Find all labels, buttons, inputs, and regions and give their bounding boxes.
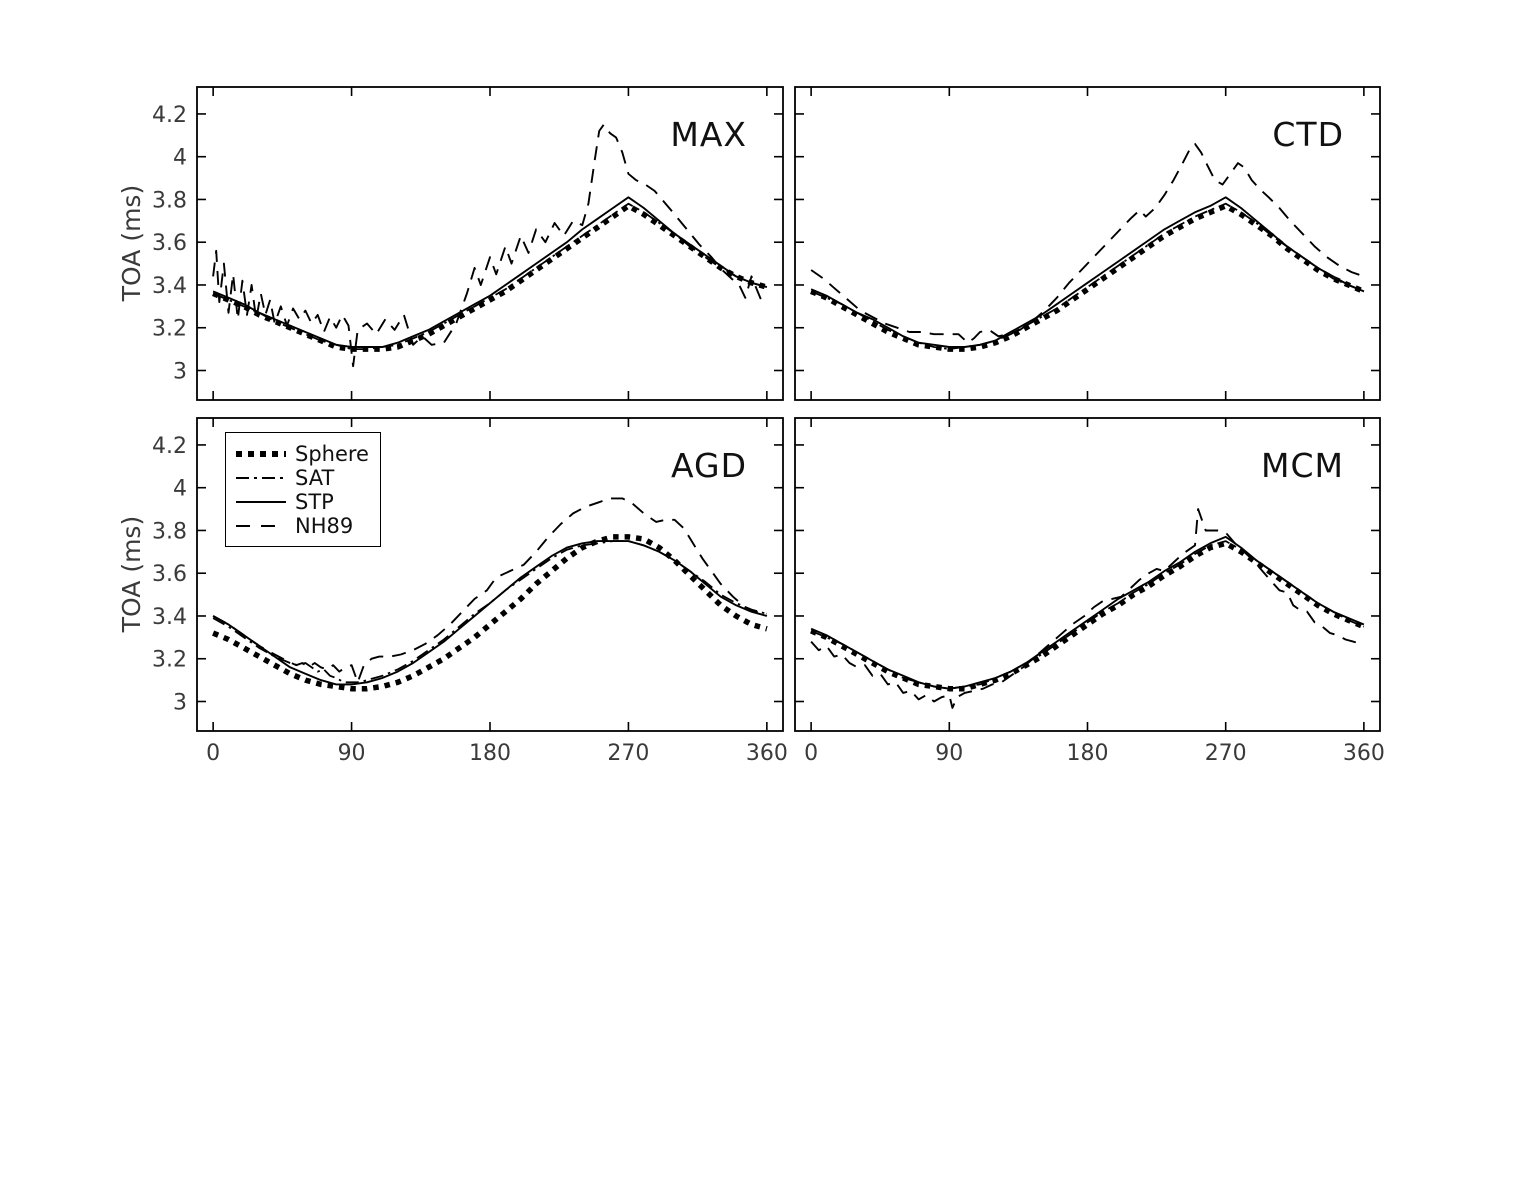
x-tick-label: 90 bbox=[935, 741, 963, 766]
series-stp-line-ctd bbox=[810, 196, 1365, 348]
x-tick-label: 360 bbox=[746, 741, 788, 766]
stp-line-sample-icon bbox=[236, 499, 286, 506]
y-tick-label: 3.6 bbox=[152, 562, 187, 587]
x-tick-label: 180 bbox=[469, 741, 511, 766]
x-tick-label: 0 bbox=[206, 741, 220, 766]
y-tick-label: 3.6 bbox=[152, 231, 187, 256]
y-tick-label: 3 bbox=[173, 690, 187, 715]
series-nh89-line-agd bbox=[212, 497, 768, 684]
panel-max: 3 3.2 3.4 3.6 3.8 4 4.2 bbox=[152, 86, 784, 401]
panel-title-mcm: MCM bbox=[1261, 446, 1344, 485]
y-tick-label: 3.8 bbox=[152, 519, 187, 544]
x-tick-label: 180 bbox=[1067, 741, 1109, 766]
series-sphere-line-agd bbox=[212, 534, 768, 692]
legend-label: STP bbox=[295, 489, 334, 514]
series-sat-line-agd bbox=[212, 540, 768, 684]
sat-line-sample-icon bbox=[236, 475, 286, 482]
panel-agd: 0 90 180 270 360 3 3.2 3.4 3.6 3.8 4 4.2 bbox=[152, 417, 788, 766]
series-stp-line-agd bbox=[212, 540, 768, 686]
x-tick-label: 270 bbox=[607, 741, 649, 766]
y-axis-label: TOA (ms) bbox=[117, 516, 146, 633]
legend-item-sat: SAT bbox=[236, 466, 380, 490]
series-sphere-line-max bbox=[212, 203, 768, 352]
legend-item-stp: STP bbox=[236, 490, 380, 514]
series-nh89-line-max bbox=[212, 123, 765, 368]
legend: Sphere SAT STP NH89 bbox=[225, 432, 381, 547]
x-tick-label: 270 bbox=[1205, 741, 1247, 766]
y-tick-label: 3.8 bbox=[152, 188, 187, 213]
x-tick-label: 90 bbox=[338, 741, 366, 766]
x-tick-label: 360 bbox=[1343, 741, 1385, 766]
y-tick-label: 3.2 bbox=[152, 317, 187, 342]
x-tick-label: 0 bbox=[804, 741, 818, 766]
legend-label: Sphere bbox=[295, 441, 369, 466]
y-tick-label: 3.4 bbox=[152, 605, 187, 630]
series-stp-line-mcm bbox=[810, 535, 1365, 690]
series-sat-line-mcm bbox=[810, 540, 1365, 690]
sphere-line-sample-icon bbox=[236, 451, 286, 458]
y-tick-label: 4.2 bbox=[152, 434, 187, 459]
y-tick-label: 3.4 bbox=[152, 274, 187, 299]
panel-title-max: MAX bbox=[670, 115, 747, 154]
panel-mcm: 0 90 180 270 360 bbox=[794, 417, 1385, 766]
series-stp-line-max bbox=[212, 196, 768, 348]
y-tick-label: 3 bbox=[173, 359, 187, 384]
nh89-line-sample-icon bbox=[236, 523, 286, 530]
y-tick-label: 3.2 bbox=[152, 648, 187, 673]
y-tick-label: 4.2 bbox=[152, 103, 187, 128]
panel-ctd bbox=[794, 86, 1381, 401]
y-tick-label: 4 bbox=[173, 477, 187, 502]
panel-title-ctd: CTD bbox=[1272, 115, 1344, 154]
legend-item-sphere: Sphere bbox=[236, 442, 380, 466]
panel-title-agd: AGD bbox=[671, 446, 747, 485]
series-nh89-line-mcm bbox=[810, 508, 1362, 709]
legend-label: SAT bbox=[295, 465, 335, 490]
y-axis-label: TOA (ms) bbox=[117, 185, 146, 302]
legend-label: NH89 bbox=[295, 513, 354, 538]
legend-item-nh89: NH89 bbox=[236, 514, 380, 538]
y-tick-label: 4 bbox=[173, 146, 187, 171]
series-sphere-line-mcm bbox=[810, 540, 1365, 692]
series-nh89-line-ctd bbox=[810, 142, 1365, 344]
